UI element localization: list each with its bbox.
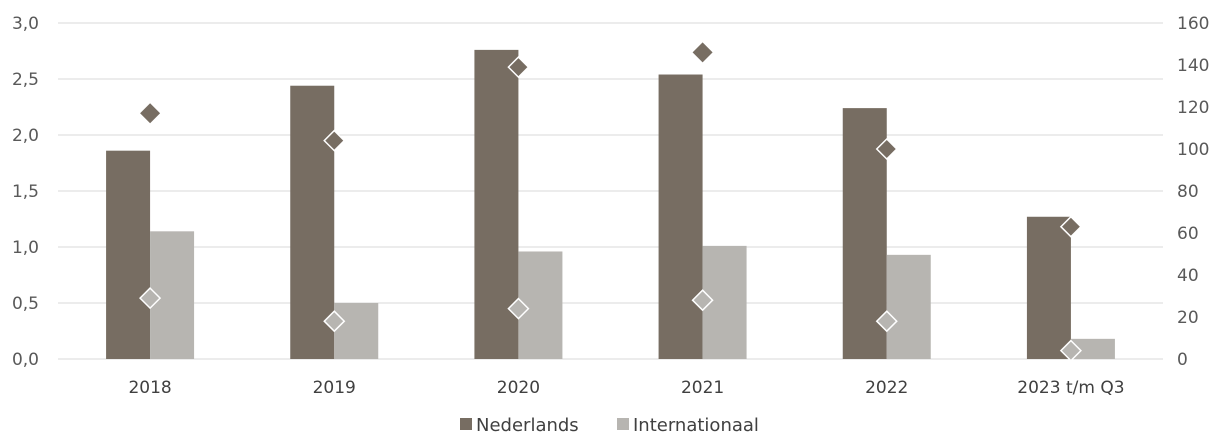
left-tick-label: 0,0 xyxy=(12,350,39,370)
right-tick-label: 80 xyxy=(1177,182,1199,202)
marker-point xyxy=(875,310,898,333)
left-tick-label: 3,0 xyxy=(12,14,39,34)
bar-nederlands xyxy=(106,150,151,359)
category-label: 2023 t/m Q3 xyxy=(1017,378,1124,398)
right-tick-label: 120 xyxy=(1177,98,1209,118)
bar-nederlands xyxy=(658,74,703,360)
gridlines xyxy=(58,22,1163,360)
bar-internationaal xyxy=(886,254,931,359)
legend-label: Internationaal xyxy=(633,415,759,435)
right-tick-label: 60 xyxy=(1177,224,1199,244)
bar-internationaal xyxy=(334,303,379,359)
category-label: 2020 xyxy=(497,378,540,398)
right-tick-label: 100 xyxy=(1177,140,1209,160)
bar-internationaal xyxy=(1070,338,1115,359)
marker-point xyxy=(875,137,898,161)
right-tick-label: 160 xyxy=(1177,14,1209,34)
legend-label: Nederlands xyxy=(476,415,579,435)
category-labels: 2018 2019 2020 2021 2022 2023 t/m Q3 xyxy=(128,378,1124,398)
left-tick-label: 2,0 xyxy=(12,126,39,146)
right-tick-label: 0 xyxy=(1177,350,1188,370)
left-axis-ticks: 0,0 0,5 1,0 1,5 2,0 2,5 3,0 xyxy=(12,14,39,370)
marker-point xyxy=(507,56,530,79)
right-tick-label: 40 xyxy=(1177,266,1199,286)
legend-swatch xyxy=(460,418,472,430)
marker-point xyxy=(323,129,346,152)
marker-point xyxy=(140,103,161,124)
category-label: 2018 xyxy=(128,378,171,398)
bar-nederlands xyxy=(1026,216,1071,359)
markers xyxy=(139,42,1082,362)
right-tick-label: 140 xyxy=(1177,56,1209,76)
category-label: 2019 xyxy=(313,378,356,398)
marker-point xyxy=(139,287,162,310)
marker-point xyxy=(692,42,713,63)
bar-nederlands xyxy=(290,85,335,359)
category-label: 2022 xyxy=(865,378,908,398)
marker-point xyxy=(507,297,530,320)
legend-swatch xyxy=(617,418,629,430)
marker-point xyxy=(323,310,346,333)
legend: Nederlands Internationaal xyxy=(460,415,759,435)
marker-point xyxy=(1059,215,1082,238)
left-tick-label: 1,5 xyxy=(12,182,39,202)
right-tick-label: 20 xyxy=(1177,308,1199,328)
left-tick-label: 2,5 xyxy=(12,70,39,90)
left-tick-label: 0,5 xyxy=(12,294,39,314)
bars xyxy=(106,49,1115,360)
right-axis-ticks: 0 20 40 60 80 100 120 140 160 xyxy=(1177,14,1209,370)
category-label: 2021 xyxy=(681,378,724,398)
left-tick-label: 1,0 xyxy=(12,238,39,258)
marker-point xyxy=(1059,339,1082,362)
marker-point xyxy=(691,289,714,312)
